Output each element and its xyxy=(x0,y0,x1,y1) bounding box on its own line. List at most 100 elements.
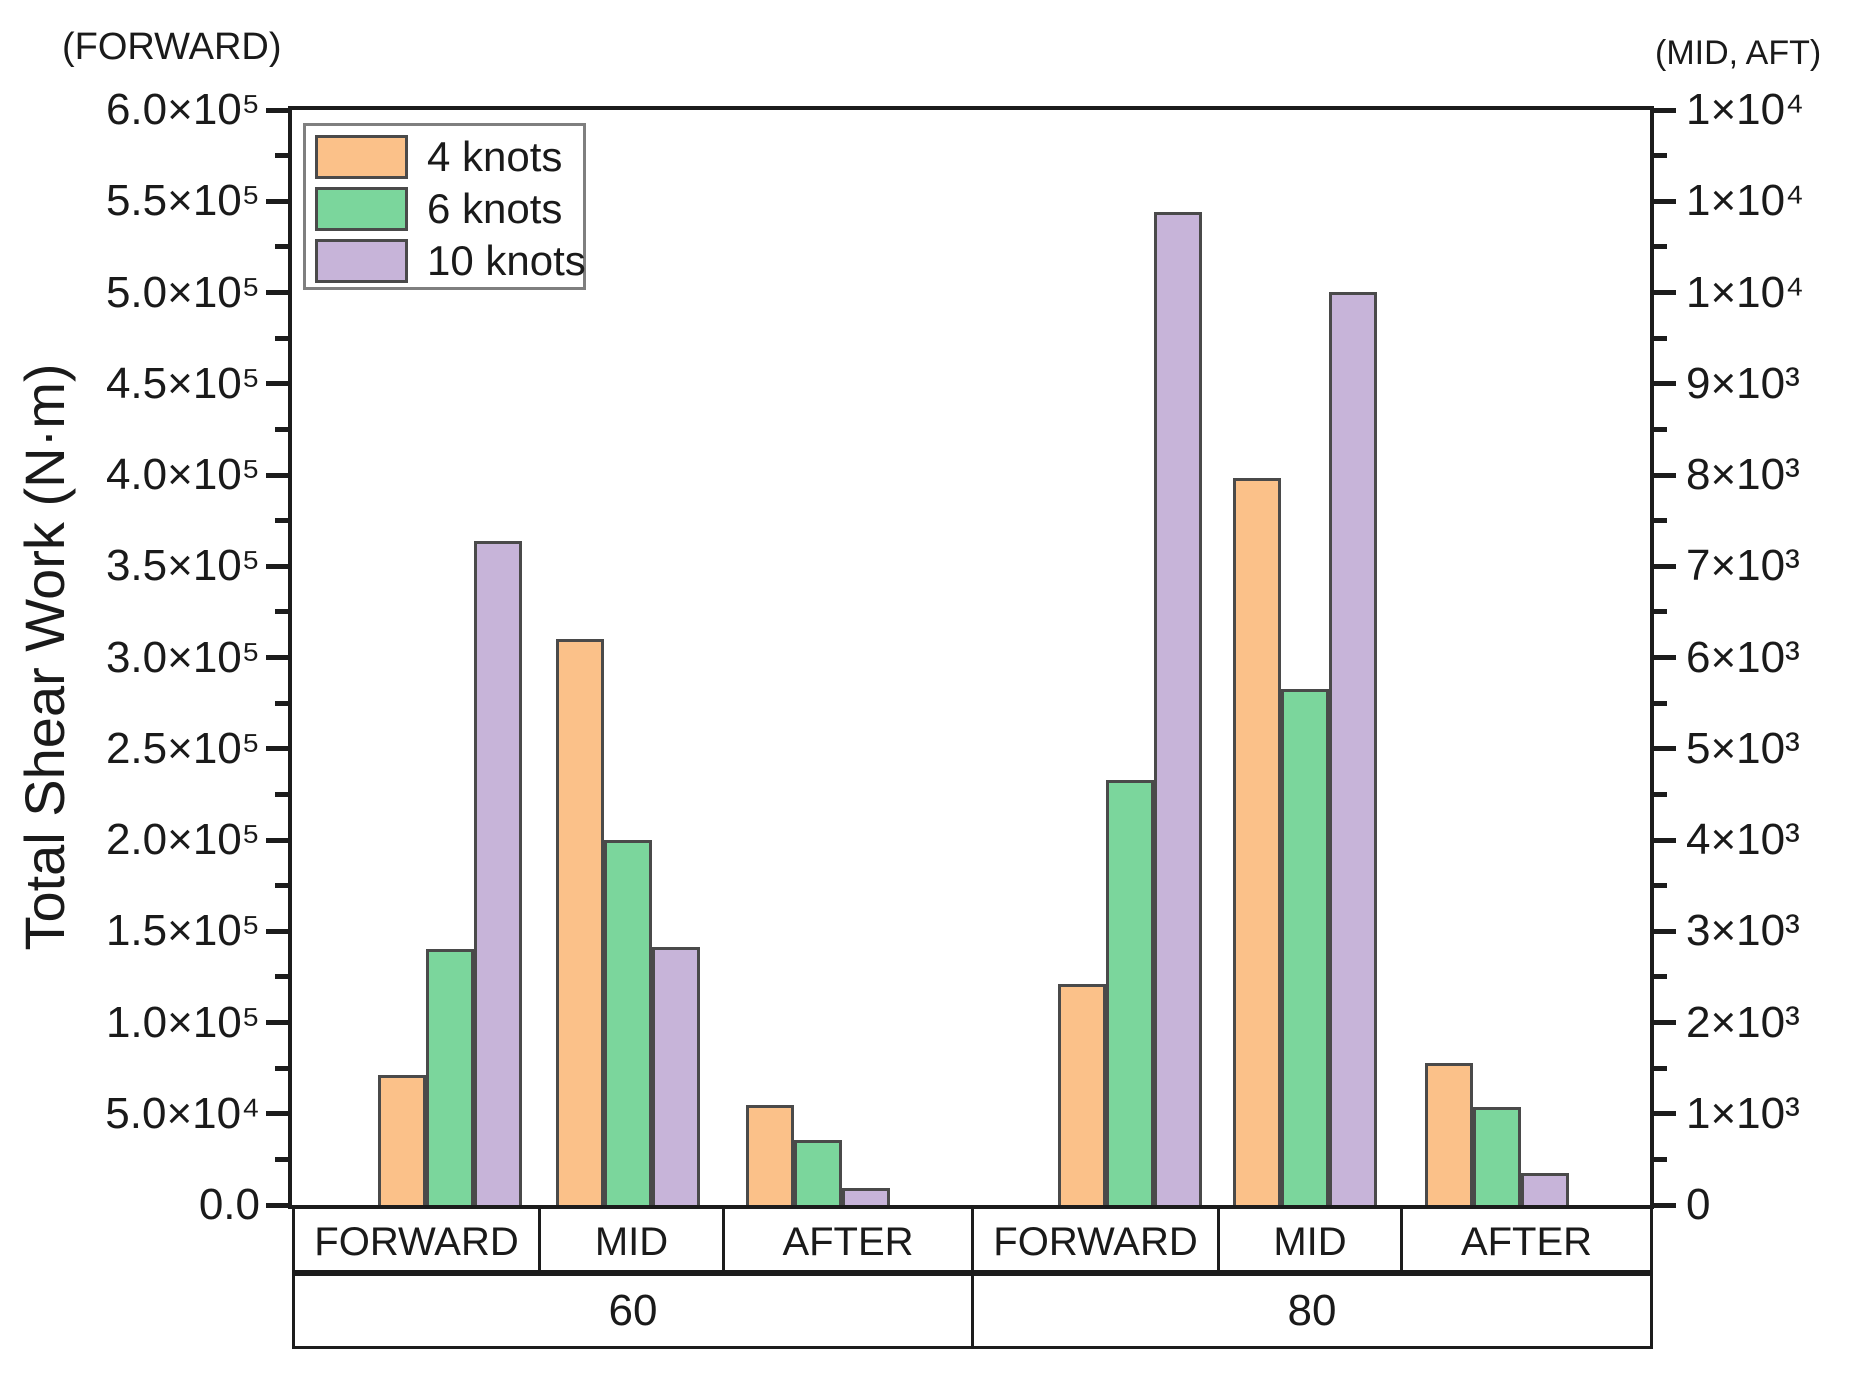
bar-60-after-4-knots xyxy=(745,1105,794,1205)
legend-swatch-4-knots xyxy=(315,135,408,179)
legend-swatch-10-knots xyxy=(315,239,408,283)
bar-60-mid-4-knots xyxy=(556,639,604,1205)
left-major-tick xyxy=(266,1111,288,1117)
left-minor-tick xyxy=(275,426,288,432)
right-axis-tick-label: 2×10³ xyxy=(1686,997,1800,1047)
bar-60-forward-4-knots xyxy=(377,1075,426,1205)
bar-60-mid-10-knots xyxy=(652,947,700,1205)
x-cell-60-forward: FORWARD xyxy=(292,1205,541,1276)
right-minor-tick xyxy=(1654,153,1667,159)
bar-80-mid-4-knots xyxy=(1232,478,1281,1205)
right-axis-tick-label: 0 xyxy=(1686,1180,1711,1229)
left-minor-tick xyxy=(275,883,288,889)
left-major-tick xyxy=(266,107,288,113)
left-major-tick xyxy=(266,1020,288,1025)
right-axis-tick-label: 7×10³ xyxy=(1686,541,1800,591)
right-minor-tick xyxy=(1654,883,1667,889)
left-axis-tick-label: 5.0×10⁴ xyxy=(105,1088,260,1138)
bar-80-forward-6-knots xyxy=(1105,780,1154,1205)
right-major-tick xyxy=(1654,472,1676,478)
legend: 4 knots 6 knots 10 knots xyxy=(303,123,586,290)
left-major-tick xyxy=(266,381,288,387)
right-major-tick xyxy=(1654,928,1676,934)
x-cell-60-mid: MID xyxy=(538,1205,725,1276)
right-major-tick xyxy=(1654,107,1676,113)
right-minor-tick xyxy=(1654,974,1667,980)
left-major-tick xyxy=(266,837,288,843)
right-major-tick xyxy=(1654,837,1676,843)
right-axis-tick-label: 1×10⁴ xyxy=(1686,85,1805,134)
left-minor-tick xyxy=(275,1065,288,1071)
bar-80-mid-6-knots xyxy=(1280,689,1329,1205)
left-axis-tick-label: 6.0×10⁵ xyxy=(105,85,260,134)
bar-60-forward-10-knots xyxy=(473,541,522,1205)
plot-area: 6.0×10⁵ 1×10⁴ 5.5×10⁵ 1×10⁴ 5.0×10⁵ 1×10⁴ 4.5×… xyxy=(105,85,1804,1229)
right-major-tick xyxy=(1654,563,1676,569)
bar-60-after-10-knots xyxy=(841,1188,890,1205)
left-major-tick xyxy=(266,290,288,295)
left-major-tick xyxy=(266,928,288,934)
x-cell-80-mid: MID xyxy=(1217,1205,1403,1276)
bar-60-forward-6-knots xyxy=(425,949,474,1205)
right-axis-caption: (MID, AFT) xyxy=(1655,34,1822,72)
left-axis-tick-label: 2.5×10⁵ xyxy=(105,723,260,773)
left-minor-tick xyxy=(275,153,288,159)
right-minor-tick xyxy=(1654,791,1667,797)
right-axis-tick-label: 9×10³ xyxy=(1686,358,1800,408)
right-major-tick xyxy=(1654,655,1676,660)
left-major-tick xyxy=(266,563,288,569)
legend-label: 4 knots xyxy=(427,133,563,180)
bar-80-forward-4-knots xyxy=(1057,984,1106,1205)
x-cell-80-forward: FORWARD xyxy=(971,1205,1220,1276)
left-axis-tick-label: 2.0×10⁵ xyxy=(105,815,260,864)
left-major-tick xyxy=(266,472,288,478)
bar-60-mid-6-knots xyxy=(604,840,652,1205)
right-minor-tick xyxy=(1654,1156,1667,1162)
left-axis-tick-label: 3.0×10⁵ xyxy=(105,632,260,682)
right-axis-tick-label: 3×10³ xyxy=(1686,906,1800,956)
legend-swatch-6-knots xyxy=(315,187,408,231)
right-minor-tick xyxy=(1654,335,1667,341)
right-axis-tick-label: 8×10³ xyxy=(1686,450,1800,499)
right-major-tick xyxy=(1654,746,1676,752)
left-axis-tick-label: 5.5×10⁵ xyxy=(105,176,260,226)
right-major-tick xyxy=(1654,381,1676,387)
left-major-tick xyxy=(266,746,288,752)
right-minor-tick xyxy=(1654,244,1667,250)
bar-80-forward-10-knots xyxy=(1153,212,1202,1205)
right-axis-tick-label: 1×10³ xyxy=(1686,1088,1800,1138)
bar-80-mid-10-knots xyxy=(1328,292,1377,1205)
bar-80-after-6-knots xyxy=(1472,1107,1521,1205)
x-cell-speed-60: 60 xyxy=(292,1270,974,1349)
bar-80-after-4-knots xyxy=(1424,1063,1473,1205)
right-minor-tick xyxy=(1654,518,1667,524)
left-minor-tick xyxy=(275,1156,288,1162)
right-minor-tick xyxy=(1654,1065,1667,1071)
x-cell-80-after: AFTER xyxy=(1400,1205,1653,1276)
legend-label: 6 knots xyxy=(427,185,563,232)
left-axis-caption: (FORWARD) xyxy=(62,26,282,68)
left-minor-tick xyxy=(275,518,288,524)
left-major-tick xyxy=(266,198,288,204)
right-axis-tick-label: 1×10⁴ xyxy=(1686,176,1805,226)
left-axis-tick-label: 5.0×10⁵ xyxy=(105,267,260,317)
right-minor-tick xyxy=(1654,609,1667,615)
left-minor-tick xyxy=(275,791,288,797)
right-major-tick xyxy=(1654,1202,1676,1208)
right-major-tick xyxy=(1654,290,1676,295)
left-axis-tick-label: 1.5×10⁵ xyxy=(105,906,260,956)
right-axis-tick-label: 6×10³ xyxy=(1686,632,1800,682)
x-cell-speed-80: 80 xyxy=(971,1270,1653,1349)
right-major-tick xyxy=(1654,1111,1676,1117)
left-axis-tick-label: 0.0 xyxy=(198,1180,260,1229)
bar-60-after-6-knots xyxy=(793,1140,842,1205)
left-minor-tick xyxy=(275,700,288,706)
left-major-tick xyxy=(266,1202,288,1208)
right-minor-tick xyxy=(1654,700,1667,706)
left-axis-tick-label: 1.0×10⁵ xyxy=(105,997,260,1047)
right-axis-tick-label: 1×10⁴ xyxy=(1686,267,1805,317)
right-minor-tick xyxy=(1654,426,1667,432)
legend-label: 10 knots xyxy=(427,237,586,284)
left-minor-tick xyxy=(275,974,288,980)
